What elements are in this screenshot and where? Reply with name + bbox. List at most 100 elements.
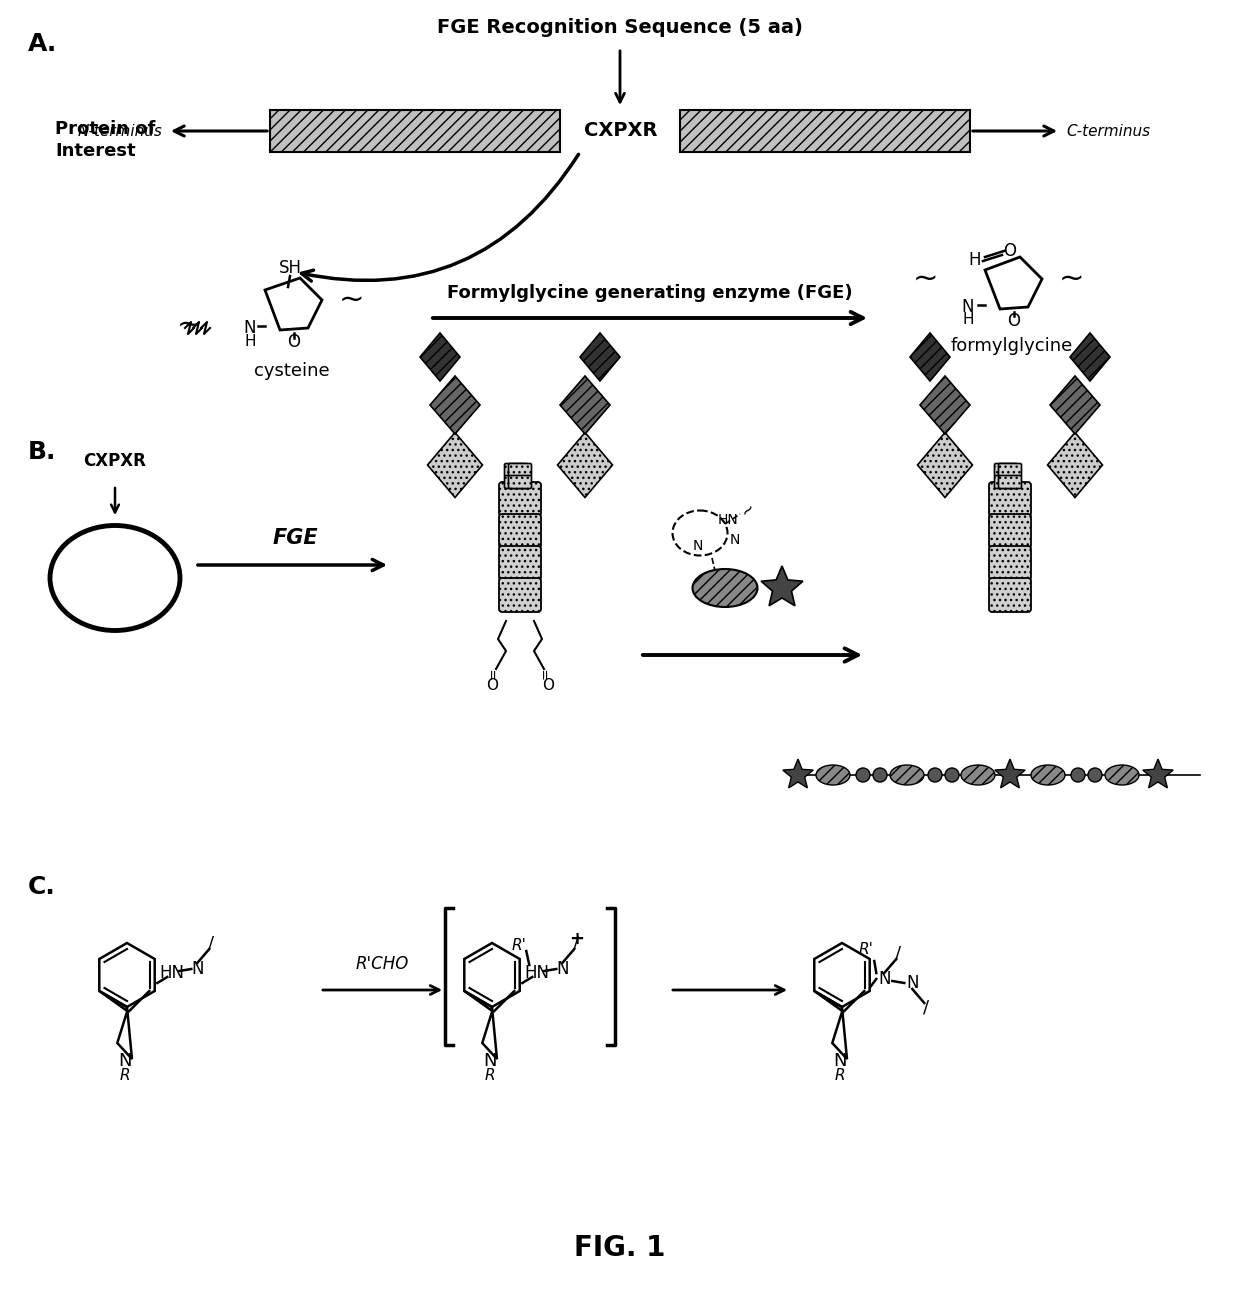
- Text: O: O: [1007, 312, 1021, 330]
- Polygon shape: [560, 376, 610, 434]
- FancyBboxPatch shape: [508, 463, 532, 477]
- Circle shape: [945, 768, 959, 782]
- Text: C.: C.: [29, 875, 56, 899]
- Text: ~: ~: [913, 265, 937, 294]
- Text: A.: A.: [29, 32, 57, 56]
- Text: N: N: [118, 1053, 131, 1071]
- Text: N: N: [878, 970, 890, 988]
- Circle shape: [928, 768, 942, 782]
- Text: /: /: [208, 935, 215, 953]
- Ellipse shape: [961, 765, 994, 785]
- Text: HN: HN: [159, 965, 185, 981]
- Polygon shape: [430, 376, 480, 434]
- Text: HN: HN: [718, 513, 738, 528]
- Text: ~: ~: [1059, 265, 1085, 294]
- Circle shape: [1087, 768, 1102, 782]
- Text: ~: ~: [177, 310, 203, 340]
- Polygon shape: [558, 432, 613, 498]
- Text: R': R': [512, 937, 527, 953]
- Text: N: N: [906, 974, 919, 992]
- Text: O: O: [542, 678, 554, 693]
- Text: R: R: [835, 1068, 844, 1084]
- Text: ~: ~: [737, 499, 759, 521]
- Circle shape: [873, 768, 887, 782]
- FancyBboxPatch shape: [990, 515, 1030, 548]
- FancyBboxPatch shape: [990, 482, 1030, 516]
- Ellipse shape: [890, 765, 924, 785]
- Polygon shape: [1048, 432, 1102, 498]
- Text: N: N: [730, 533, 740, 547]
- Text: FIG. 1: FIG. 1: [574, 1234, 666, 1262]
- Polygon shape: [1070, 334, 1110, 381]
- FancyBboxPatch shape: [508, 476, 532, 489]
- Text: formylglycine: formylglycine: [951, 337, 1073, 356]
- Text: R: R: [485, 1068, 495, 1084]
- Text: R'CHO: R'CHO: [356, 956, 409, 974]
- Ellipse shape: [50, 525, 180, 631]
- Text: ~: ~: [340, 286, 365, 314]
- Ellipse shape: [692, 569, 758, 606]
- FancyBboxPatch shape: [498, 482, 541, 516]
- Bar: [270, 110, 560, 153]
- Text: N: N: [557, 959, 569, 978]
- Polygon shape: [782, 759, 813, 787]
- Text: cysteine: cysteine: [254, 362, 330, 380]
- FancyBboxPatch shape: [994, 476, 1018, 489]
- Ellipse shape: [1030, 765, 1065, 785]
- Text: N: N: [244, 319, 257, 337]
- FancyBboxPatch shape: [998, 476, 1022, 489]
- Text: R: R: [119, 1068, 130, 1084]
- Text: B.: B.: [29, 440, 56, 464]
- Text: H: H: [244, 335, 255, 349]
- Text: C-terminus: C-terminus: [1066, 124, 1151, 138]
- FancyBboxPatch shape: [505, 463, 527, 477]
- Circle shape: [856, 768, 870, 782]
- Polygon shape: [920, 376, 970, 434]
- Text: N-terminus: N-terminus: [77, 124, 162, 138]
- Polygon shape: [1143, 759, 1173, 787]
- Text: N: N: [191, 959, 203, 978]
- FancyBboxPatch shape: [498, 578, 541, 612]
- Text: N: N: [693, 539, 703, 553]
- Ellipse shape: [1105, 765, 1140, 785]
- FancyBboxPatch shape: [498, 515, 541, 548]
- FancyBboxPatch shape: [505, 476, 527, 489]
- Polygon shape: [994, 759, 1025, 787]
- Text: N: N: [833, 1053, 847, 1071]
- FancyBboxPatch shape: [994, 463, 1018, 477]
- Text: SH: SH: [279, 259, 301, 277]
- Polygon shape: [918, 432, 972, 498]
- Text: +: +: [569, 930, 584, 948]
- Polygon shape: [761, 566, 804, 606]
- Text: N: N: [482, 1053, 496, 1071]
- Text: =: =: [487, 667, 501, 679]
- Text: HN: HN: [525, 965, 549, 981]
- Text: H: H: [962, 313, 973, 327]
- FancyBboxPatch shape: [990, 546, 1030, 581]
- Text: H: H: [968, 251, 981, 269]
- Ellipse shape: [816, 765, 849, 785]
- Circle shape: [1071, 768, 1085, 782]
- Text: N: N: [962, 297, 975, 315]
- FancyBboxPatch shape: [498, 546, 541, 581]
- Text: CXPXR: CXPXR: [83, 453, 146, 469]
- FancyBboxPatch shape: [998, 463, 1022, 477]
- Text: CXPXR: CXPXR: [584, 122, 657, 141]
- Bar: [680, 110, 970, 153]
- Text: =: =: [539, 667, 553, 679]
- Polygon shape: [580, 334, 620, 381]
- Text: O: O: [1003, 242, 1017, 260]
- Text: FGE Recognition Sequence (5 aa): FGE Recognition Sequence (5 aa): [436, 18, 804, 37]
- Ellipse shape: [67, 540, 162, 615]
- Text: R': R': [859, 941, 874, 957]
- Text: /: /: [924, 999, 929, 1018]
- Text: /: /: [573, 935, 579, 953]
- Polygon shape: [910, 334, 950, 381]
- Polygon shape: [1050, 376, 1100, 434]
- Text: Protein of
Interest: Protein of Interest: [55, 120, 155, 160]
- Text: /: /: [895, 945, 901, 963]
- Polygon shape: [420, 334, 460, 381]
- Text: O: O: [288, 334, 300, 350]
- Text: O: O: [486, 678, 498, 693]
- Text: FGE: FGE: [273, 528, 317, 548]
